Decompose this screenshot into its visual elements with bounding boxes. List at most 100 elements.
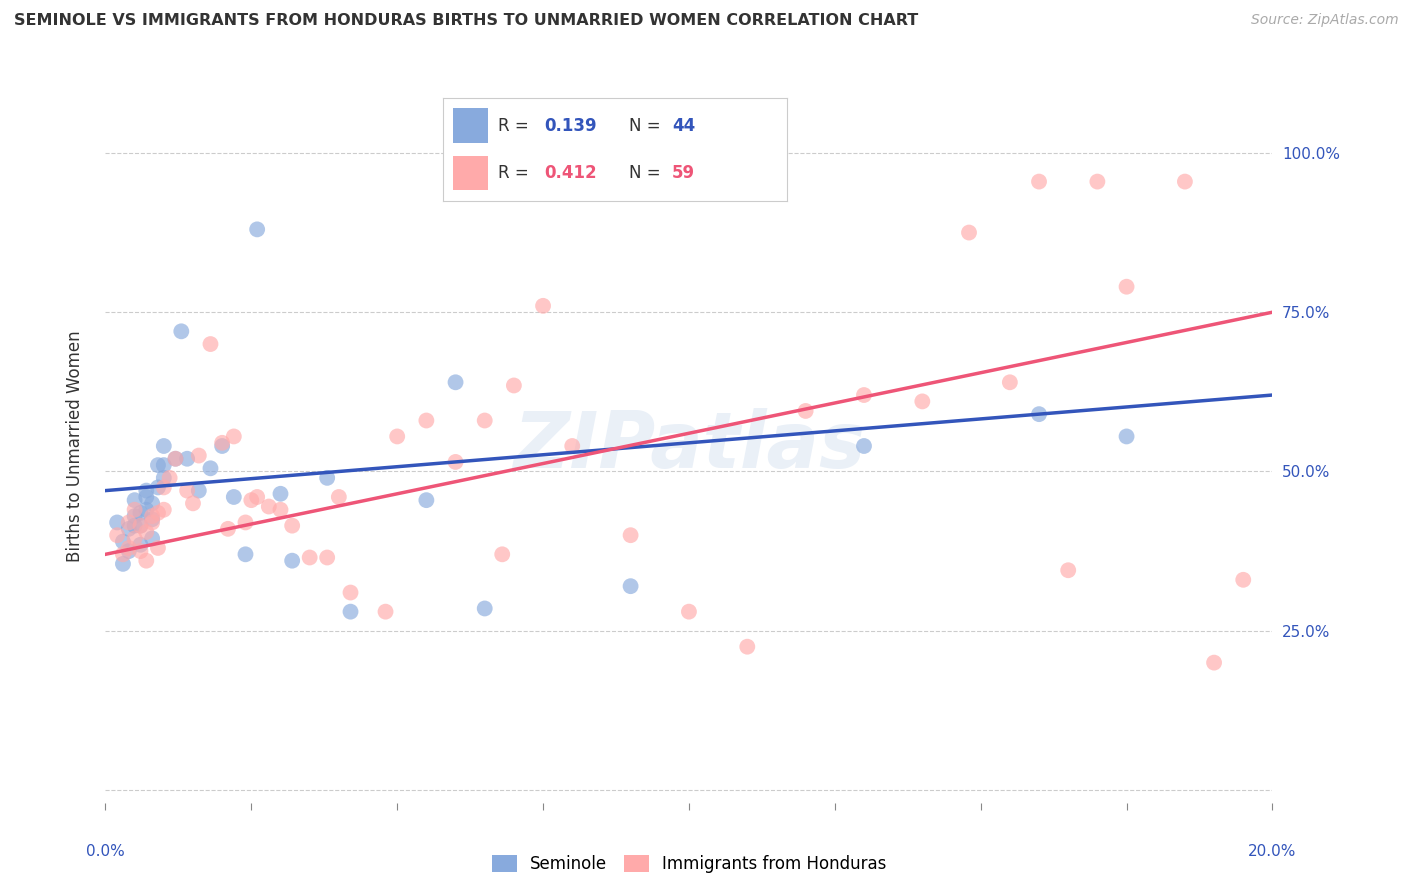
Point — [153, 439, 174, 453]
Point — [678, 171, 700, 186]
Point — [118, 522, 141, 536]
Point — [135, 502, 157, 516]
Point — [165, 451, 187, 466]
Y-axis label: Births to Unmarried Women: Births to Unmarried Women — [66, 330, 84, 562]
Point — [165, 451, 187, 466]
Point — [269, 502, 292, 516]
Point — [474, 601, 496, 615]
Point — [222, 429, 245, 443]
Point — [502, 171, 524, 186]
Point — [852, 388, 875, 402]
Point — [502, 378, 524, 392]
Point — [240, 493, 263, 508]
Point — [444, 455, 467, 469]
Point — [124, 502, 146, 516]
Point — [118, 516, 141, 530]
Point — [129, 518, 152, 533]
Point — [385, 429, 408, 443]
Point — [281, 518, 304, 533]
Point — [146, 506, 169, 520]
Point — [235, 547, 257, 561]
Point — [153, 458, 174, 472]
Point — [794, 404, 817, 418]
Point — [200, 461, 222, 475]
Point — [129, 544, 152, 558]
Point — [141, 509, 163, 524]
Point — [998, 376, 1021, 390]
Point — [124, 493, 146, 508]
Point — [1085, 175, 1108, 189]
Text: 0.412: 0.412 — [544, 164, 598, 182]
Point — [159, 471, 181, 485]
Point — [737, 640, 759, 654]
Text: 20.0%: 20.0% — [1249, 844, 1296, 859]
Point — [531, 299, 554, 313]
Text: R =: R = — [498, 164, 534, 182]
Text: ZIPatlas: ZIPatlas — [513, 408, 865, 484]
Point — [105, 516, 128, 530]
Point — [222, 490, 245, 504]
Point — [135, 554, 157, 568]
Point — [678, 605, 700, 619]
Point — [1028, 407, 1050, 421]
Point — [269, 487, 292, 501]
Point — [187, 483, 209, 498]
Point — [1115, 279, 1137, 293]
Point — [129, 538, 152, 552]
Point — [619, 579, 641, 593]
Point — [118, 541, 141, 555]
Point — [135, 524, 157, 539]
Point — [129, 518, 152, 533]
Point — [111, 534, 134, 549]
Point — [146, 541, 169, 555]
Point — [124, 518, 146, 533]
Point — [246, 222, 269, 236]
Point — [415, 413, 437, 427]
FancyBboxPatch shape — [453, 108, 488, 144]
Point — [257, 500, 280, 514]
Point — [339, 605, 361, 619]
Point — [281, 554, 304, 568]
Point — [339, 585, 361, 599]
Point — [1202, 656, 1225, 670]
Text: R =: R = — [498, 117, 534, 135]
Point — [1174, 175, 1197, 189]
Point — [141, 512, 163, 526]
Point — [187, 449, 209, 463]
Point — [211, 435, 233, 450]
Point — [200, 337, 222, 351]
Text: Source: ZipAtlas.com: Source: ZipAtlas.com — [1251, 13, 1399, 28]
Point — [153, 471, 174, 485]
Point — [474, 413, 496, 427]
Point — [298, 550, 321, 565]
Point — [141, 516, 163, 530]
Point — [619, 528, 641, 542]
Text: 59: 59 — [672, 164, 695, 182]
Point — [176, 483, 198, 498]
Point — [328, 490, 350, 504]
Point — [217, 522, 239, 536]
Point — [153, 480, 174, 494]
Point — [141, 496, 163, 510]
Point — [176, 451, 198, 466]
Point — [170, 324, 193, 338]
Point — [141, 532, 163, 546]
Legend: Seminole, Immigrants from Honduras: Seminole, Immigrants from Honduras — [485, 848, 893, 880]
Point — [1115, 429, 1137, 443]
Point — [124, 509, 146, 524]
Point — [491, 547, 513, 561]
Point — [1232, 573, 1254, 587]
Point — [146, 458, 169, 472]
Text: 0.139: 0.139 — [544, 117, 598, 135]
Text: N =: N = — [628, 164, 666, 182]
Point — [1028, 175, 1050, 189]
Point — [146, 480, 169, 494]
Point — [129, 506, 152, 520]
Point — [444, 376, 467, 390]
Point — [153, 502, 174, 516]
Text: 44: 44 — [672, 117, 695, 135]
Point — [111, 557, 134, 571]
Text: N =: N = — [628, 117, 666, 135]
Point — [415, 493, 437, 508]
Text: 0.0%: 0.0% — [86, 844, 125, 859]
